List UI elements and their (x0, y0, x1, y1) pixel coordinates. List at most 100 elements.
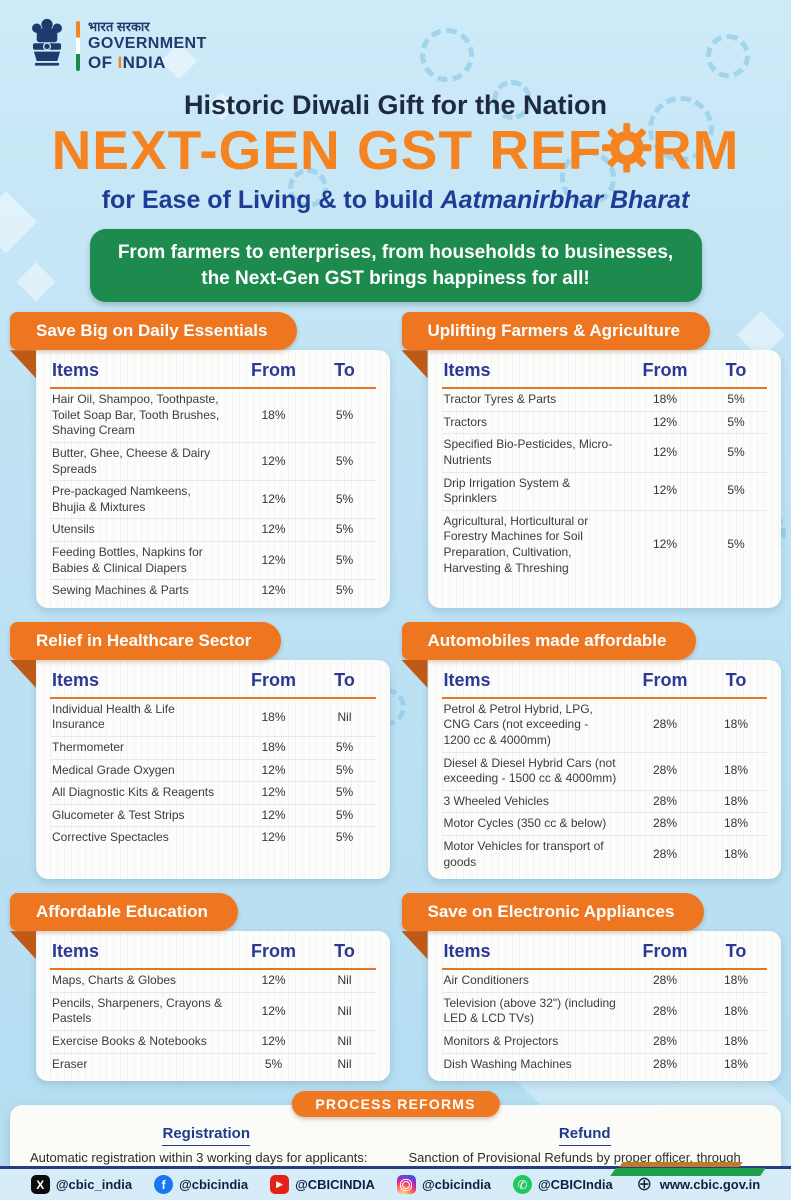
social-link-instagram[interactable]: @cbicindia (396, 1175, 491, 1194)
to-cell: 5% (335, 785, 354, 800)
items-header: Items (443, 941, 491, 962)
category-cards-grid: Save Big on Daily Essentials Items From … (0, 302, 791, 1082)
table-header: Items From To (50, 666, 376, 699)
from-cell: 28% (652, 973, 678, 988)
social-handle: @CBICINDIA (295, 1177, 375, 1192)
table-panel: Items From To Petrol & Petrol Hybrid, LP… (427, 659, 781, 880)
item-cell: Pre-packaged Namkeens, Bhujia & Mixtures (52, 484, 191, 514)
social-handle: @cbicindia (179, 1177, 249, 1192)
social-handle: www.cbic.gov.in (659, 1177, 761, 1192)
table-row: Petrol & Petrol Hybrid, LPG, CNG Cars (n… (442, 699, 768, 752)
from-cell: 18% (652, 392, 678, 407)
from-header: From (642, 669, 688, 690)
from-header: From (251, 669, 296, 690)
card-education: Affordable Education Items From To Maps,… (10, 893, 390, 1082)
items-header: Items (52, 669, 100, 690)
card-title: Relief in Healthcare Sector (10, 621, 282, 660)
item-cell: Eraser (52, 1056, 88, 1071)
from-header: From (251, 360, 296, 381)
table-row: Monitors & Projectors 28% 18% (441, 1029, 767, 1053)
page-title: NEXT-GEN GST REF RM (51, 119, 740, 181)
from-cell: 12% (261, 762, 286, 777)
india-emblem-icon (32, 18, 62, 66)
item-cell: Corrective Spectacles (52, 830, 169, 845)
from-cell: 12% (652, 414, 678, 429)
tagline: Historic Diwali Gift for the Nation (183, 90, 608, 120)
item-cell: Pencils, Sharpeners, Crayons & Pastels (52, 995, 223, 1026)
to-cell: 18% (723, 973, 749, 988)
table-row: Pencils, Sharpeners, Crayons & Pastels 12… (50, 991, 376, 1030)
table-body: Hair Oil, Shampoo, Toothpaste, Toilet So… (50, 389, 376, 602)
to-header: To (725, 669, 747, 690)
table-row: All Diagnostic Kits & Reagents 12% 5% (50, 781, 376, 804)
social-link-facebook[interactable]: f @cbicindia (154, 1175, 248, 1194)
table-header: Items From To (50, 937, 376, 971)
from-cell: 12% (261, 492, 286, 507)
item-cell: Diesel & Diesel Hybrid Cars (not exceedi… (443, 755, 617, 786)
to-cell: 5% (335, 492, 354, 507)
government-logo: भारत सरकार GOVERNMENT OF INDIA (0, 0, 791, 78)
table-row: Motor Vehicles for transport of goods 28%… (441, 834, 767, 873)
table-panel: Items From To Air Conditioners 28% 18% Tele… (427, 931, 781, 1082)
card-title: Automobiles made affordable (401, 621, 697, 660)
to-cell: 18% (723, 1003, 749, 1018)
from-header: From (642, 941, 688, 962)
tricolor-bar (76, 21, 80, 71)
table-row: 3 Wheeled Vehicles 28% 18% (441, 789, 767, 813)
table-header: Items From To (441, 937, 767, 971)
table-row: Corrective Spectacles 12% 5% (50, 826, 376, 849)
item-cell: Sewing Machines & Parts (52, 583, 189, 598)
to-cell: 18% (723, 846, 749, 861)
social-link-x[interactable]: X @cbic_india (30, 1175, 132, 1194)
table-row: Dish Washing Machines 28% 18% (441, 1052, 767, 1076)
items-header: Items (443, 669, 491, 690)
to-cell: 5% (727, 445, 745, 460)
table-row: Television (above 32") (including LED & … (441, 991, 767, 1030)
item-cell: Motor Cycles (350 cc & below) (443, 816, 607, 831)
to-cell: 5% (335, 807, 354, 822)
item-cell: Tractor Tyres & Parts (443, 392, 557, 407)
to-header: To (725, 360, 747, 381)
tricolor-ribbon-saffron (619, 1162, 743, 1167)
item-cell: Dish Washing Machines (443, 1056, 572, 1071)
footer: X @cbic_india f @cbicindia ▶ @CBICINDIA @cbici… (0, 1162, 791, 1200)
item-cell: Hair Oil, Shampoo, Toothpaste, Toilet So… (52, 392, 220, 438)
to-cell: 5% (335, 830, 354, 845)
to-cell: Nil (337, 1033, 352, 1048)
from-cell: 28% (652, 1003, 678, 1018)
to-cell: 5% (335, 453, 354, 468)
items-header: Items (52, 941, 100, 962)
tricolor-ribbon-green (610, 1168, 766, 1176)
table-row: Glucometer & Test Strips 12% 5% (50, 803, 376, 827)
from-cell: 12% (261, 552, 286, 567)
table-header: Items From To (50, 356, 376, 390)
social-link-globe[interactable]: ⊕ www.cbic.gov.in (635, 1174, 761, 1195)
to-cell: 18% (723, 1033, 749, 1048)
table-row: Individual Health & Life Insurance 18% Nil (50, 699, 376, 736)
item-cell: Individual Health & Life Insurance (52, 701, 175, 732)
item-cell: 3 Wheeled Vehicles (443, 793, 549, 808)
social-link-whatsapp[interactable]: ✆ @CBICIndia (512, 1175, 613, 1194)
from-header: From (251, 941, 296, 962)
org-name-hindi: भारत सरकार (88, 19, 150, 35)
table-row: Tractor Tyres & Parts 18% 5% (442, 389, 768, 411)
table-row: Diesel & Diesel Hybrid Cars (not exceedi… (441, 751, 767, 790)
from-cell: 18% (261, 740, 286, 754)
table-row: Hair Oil, Shampoo, Toothpaste, Toilet So… (50, 389, 376, 442)
item-cell: Exercise Books & Notebooks (52, 1033, 207, 1048)
instagram-icon (396, 1175, 416, 1194)
to-cell: 5% (335, 552, 354, 567)
item-cell: Tractors (443, 414, 488, 429)
from-cell: 28% (652, 1056, 678, 1071)
to-cell: 5% (727, 483, 745, 498)
from-cell: 12% (261, 1033, 286, 1048)
table-body: Tractor Tyres & Parts 18% 5% Tractors 12% 5% S… (441, 389, 768, 579)
process-reforms-badge: PROCESS REFORMS (291, 1091, 500, 1118)
social-link-youtube[interactable]: ▶ @CBICINDIA (270, 1175, 375, 1194)
table-row: Utensils 12% 5% (50, 518, 376, 541)
card-title: Uplifting Farmers & Agriculture (401, 312, 711, 351)
ribbon-fold (10, 931, 36, 960)
table-body: Air Conditioners 28% 18% Television (above … (441, 970, 767, 1076)
card-healthcare: Relief in Healthcare Sector Items From T… (10, 621, 390, 880)
